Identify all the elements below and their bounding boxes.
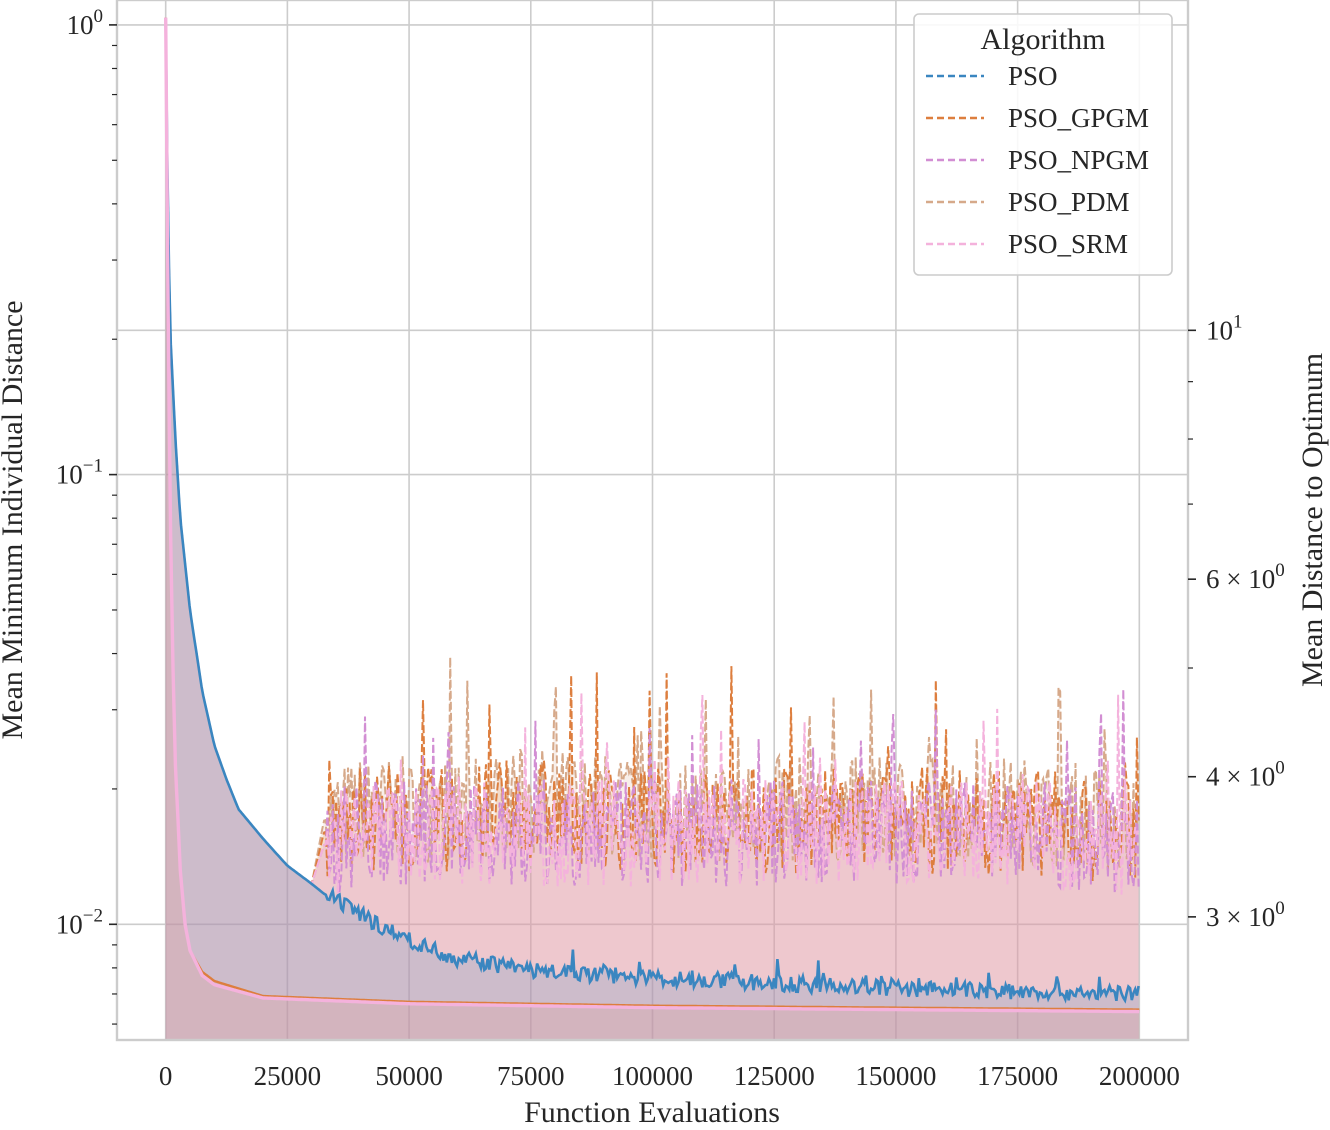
left-y-tick-label: 10−1 bbox=[56, 456, 103, 490]
series-lines bbox=[164, 17, 1140, 1014]
legend-box bbox=[913, 13, 1173, 276]
plot-frame bbox=[115, 0, 1190, 1042]
x-tick-label: 125000 bbox=[734, 1061, 815, 1091]
line-pso bbox=[164, 24, 1140, 1004]
left-y-axis-label: Mean Minimum Individual Distance bbox=[0, 300, 29, 739]
legend-label-pso-pdm: PSO_PDM bbox=[1008, 187, 1130, 217]
x-tick-label: 50000 bbox=[375, 1061, 443, 1091]
line-pso-pdm bbox=[164, 24, 1140, 885]
line-right-pso-gpgm bbox=[164, 17, 1140, 1011]
legend-title: Algorithm bbox=[981, 23, 1106, 56]
right-y-axis-label: Mean Distance to Optimum bbox=[1296, 353, 1329, 687]
right-y-tick-label: 101 bbox=[1206, 311, 1243, 345]
right-y-axis-ticks: 101 6 × 100 4 × 100 3 × 100 bbox=[1188, 311, 1285, 932]
legend-label-pso-npgm: PSO_NPGM bbox=[1008, 145, 1149, 175]
line-pso-srm bbox=[164, 24, 1140, 895]
legend-label-pso: PSO bbox=[1008, 61, 1058, 91]
legend: Algorithm PSO PSO_GPGM PSO_NPGM PSO_PDM PSO_… bbox=[913, 13, 1173, 276]
right-y-tick-label: 3 × 100 bbox=[1206, 898, 1285, 932]
x-axis-label: Function Evaluations bbox=[524, 1096, 780, 1129]
x-tick-label: 25000 bbox=[254, 1061, 322, 1091]
left-y-axis-ticks: 100 10−1 10−2 bbox=[56, 6, 117, 1025]
x-tick-label: 200000 bbox=[1099, 1061, 1180, 1091]
left-y-tick-label: 10−2 bbox=[56, 905, 103, 939]
x-tick-label: 100000 bbox=[612, 1061, 693, 1091]
legend-label-pso-srm: PSO_SRM bbox=[1008, 229, 1128, 259]
legend-items: PSO PSO_GPGM PSO_NPGM PSO_PDM PSO_SRM bbox=[926, 61, 1149, 259]
right-y-tick-label: 4 × 100 bbox=[1206, 758, 1285, 792]
legend-label-pso-gpgm: PSO_GPGM bbox=[1008, 103, 1149, 133]
x-axis-ticks: 0 25000 50000 75000 100000 125000 150000 175000… bbox=[159, 1061, 1180, 1091]
x-tick-label: 175000 bbox=[977, 1061, 1058, 1091]
x-tick-label: 75000 bbox=[497, 1061, 565, 1091]
x-tick-label: 0 bbox=[159, 1061, 173, 1091]
line-right-pso-srm bbox=[164, 17, 1140, 1014]
x-tick-label: 150000 bbox=[855, 1061, 936, 1091]
left-y-tick-label: 100 bbox=[67, 6, 104, 40]
area-pso bbox=[165, 24, 1139, 1040]
right-y-tick-label: 6 × 100 bbox=[1206, 560, 1285, 594]
